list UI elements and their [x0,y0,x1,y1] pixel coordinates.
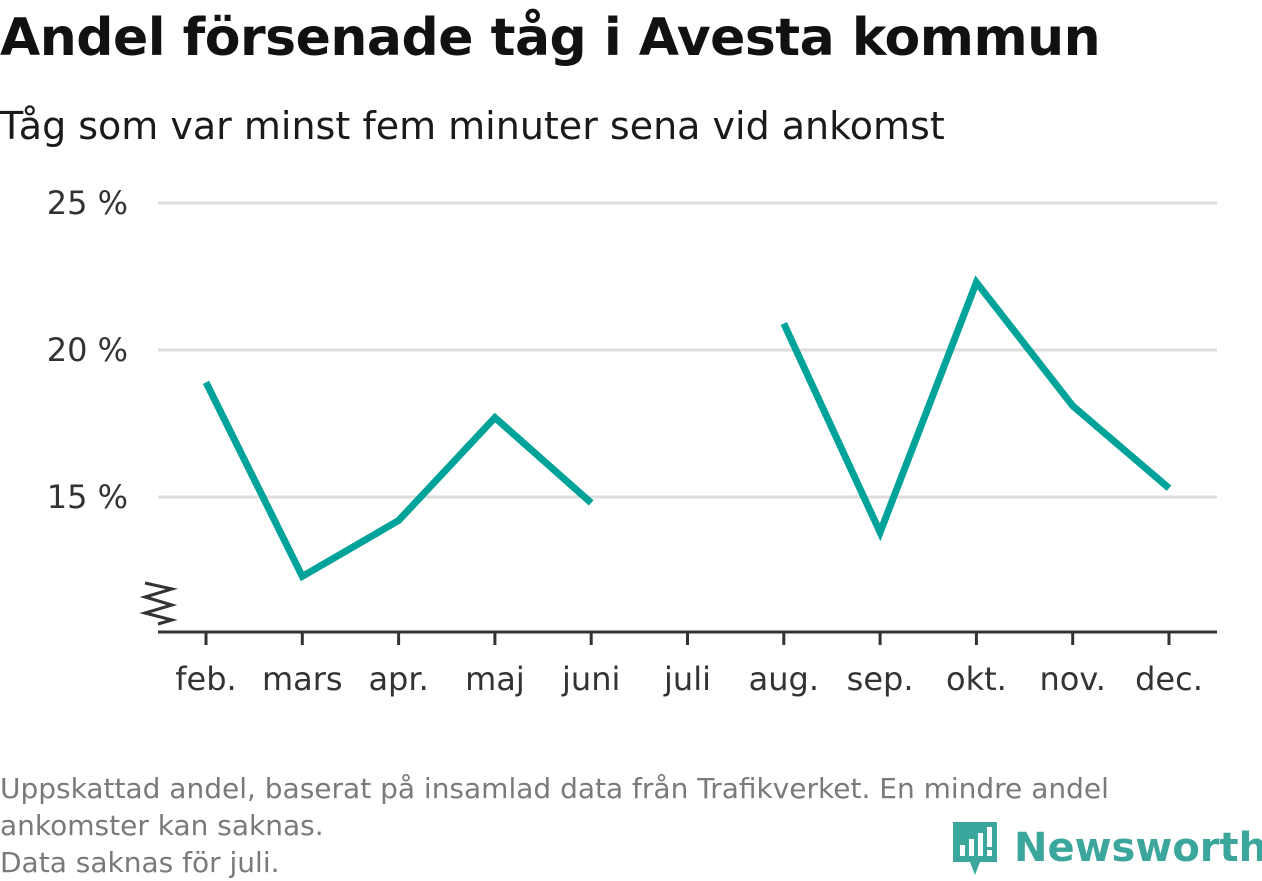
x-axis-ticks: feb. mars apr. maj juni juli aug. sep. okt. nov. d… [175,632,1203,698]
x-tick-label: mars [262,660,343,698]
footnote-line-1: Uppskattad andel, baserat på insamlad da… [0,772,1109,805]
x-tick-label: sep. [847,660,914,698]
chart-footnote: Uppskattad andel, baserat på insamlad da… [0,770,1250,881]
x-tick-label: dec. [1135,660,1203,698]
x-tick-label: juni [561,660,620,698]
newsworthy-logo-text: Newsworthy [1014,825,1262,871]
series-segment [780,275,1172,542]
axis-break-icon [139,581,178,626]
x-tick-label: aug. [749,660,819,698]
y-tick-label: 15 % [47,478,128,516]
x-tick-label: apr. [368,660,428,698]
x-tick-label: maj [465,660,525,698]
x-tick-label: nov. [1039,660,1105,698]
x-tick-label: okt. [946,660,1007,698]
newsworthy-logo-icon [953,822,997,875]
x-tick-label: juli [663,660,711,698]
series-segment [202,380,594,582]
y-tick-label: 20 % [47,331,128,369]
x-tick-label: feb. [175,660,236,698]
x-axis [139,581,1217,634]
series-line [202,275,1172,582]
footnote-line-2: ankomster kan saknas. [0,809,324,842]
newsworthy-logo: Newsworthy [950,818,1262,878]
y-axis-ticks: 15 % 20 % 25 % [47,184,128,516]
chart-subtitle: Tåg som var minst fem minuter sena vid a… [0,104,945,148]
grid-lines [158,201,1217,499]
footnote-line-3: Data saknas för juli. [0,846,280,879]
line-chart: 15 % 20 % 25 % feb. mars apr. maj juni juli aug.… [47,184,1217,698]
chart-title: Andel försenade tåg i Avesta kommun [0,8,1101,68]
y-tick-label: 25 % [47,184,128,222]
